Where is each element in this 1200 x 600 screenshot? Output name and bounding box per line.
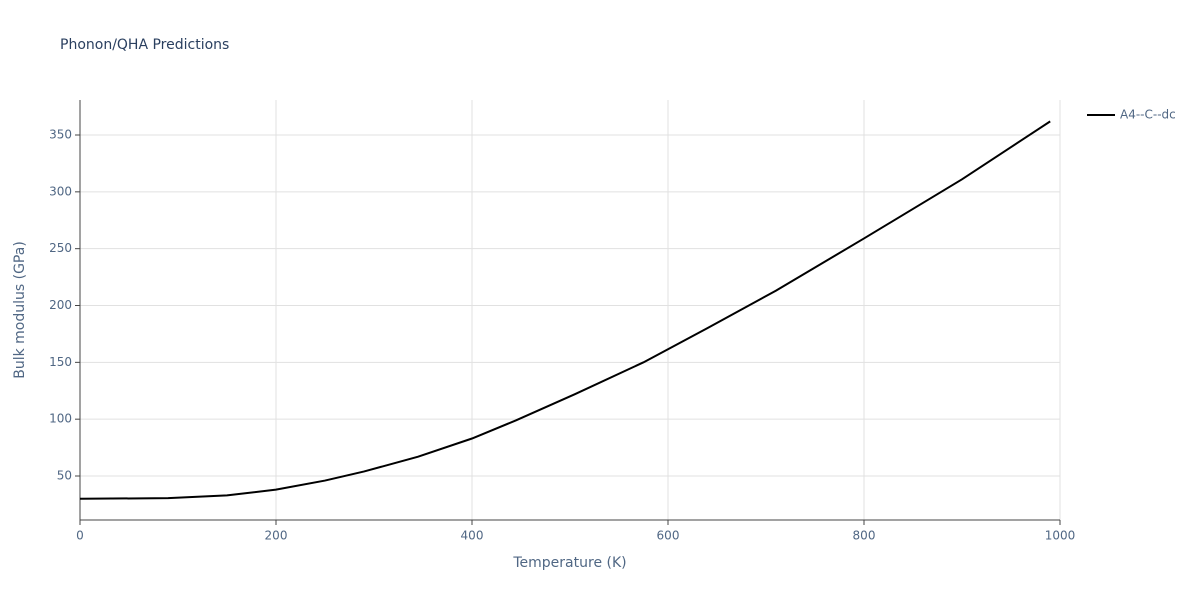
- y-tick-label: 200: [49, 298, 72, 312]
- y-tick-label: 350: [49, 128, 72, 142]
- x-tick-label: 600: [657, 529, 680, 543]
- chart-title: Phonon/QHA Predictions: [60, 37, 229, 53]
- x-tick-label: 1000: [1045, 529, 1076, 543]
- y-tick-label: 150: [49, 355, 72, 369]
- y-tick-label: 100: [49, 412, 72, 426]
- y-tick-label: 50: [57, 469, 72, 483]
- y-tick-label: 250: [49, 241, 72, 255]
- x-tick-label: 0: [76, 529, 84, 543]
- data-line: [79, 120, 1051, 500]
- legend-label: A4--C--dc: [1120, 108, 1176, 122]
- y-axis-label: Bulk modulus (GPa): [12, 241, 28, 379]
- x-tick-label: 400: [461, 529, 484, 543]
- x-tick-label: 200: [265, 529, 288, 543]
- x-tick-label: 800: [853, 529, 876, 543]
- x-axis-label: Temperature (K): [512, 555, 626, 571]
- y-tick-label: 300: [49, 184, 72, 198]
